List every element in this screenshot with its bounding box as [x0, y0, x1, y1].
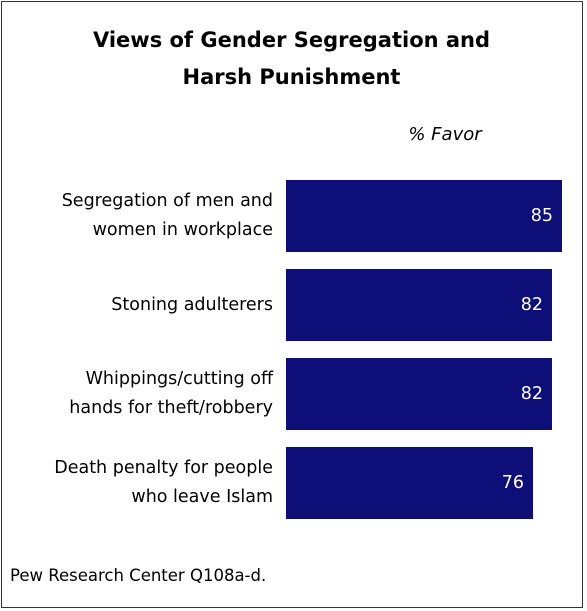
source-note: Pew Research Center Q108a-d. — [10, 566, 267, 585]
bar-value-label: 82 — [520, 295, 543, 315]
bar-value-label: 76 — [501, 473, 524, 493]
bar-category-label: Whippings/cutting off hands for theft/rob… — [10, 365, 273, 423]
bar-category-label-line: Stoning adulterers — [111, 295, 273, 315]
bar-category-label: Death penalty for people who leave Islam — [10, 454, 273, 512]
bar-category-label-line: who leave Islam — [131, 487, 273, 507]
bar-category-label-line: hands for theft/robbery — [69, 398, 273, 418]
bar-value-label: 82 — [520, 384, 543, 404]
bar-category-label-line: Segregation of men and — [61, 191, 273, 211]
bar-category-label: Stoning adulterers — [10, 291, 273, 320]
bar-category-label-line: women in workplace — [92, 220, 273, 240]
bar — [286, 447, 533, 519]
bar — [286, 358, 552, 430]
bar-category-label: Segregation of men and women in workplace — [10, 187, 273, 245]
chart-subtitle: % Favor — [408, 124, 482, 145]
chart-title-line-1: Views of Gender Segregation and — [92, 28, 491, 52]
bar-category-label-line: Whippings/cutting off — [85, 369, 273, 389]
bar — [286, 180, 562, 252]
chart-title-line-2: Harsh Punishment — [182, 65, 401, 89]
bar-value-label: 85 — [530, 206, 553, 226]
chart-title: Views of Gender Segregation and Harsh Pu… — [0, 22, 583, 96]
bar-category-label-line: Death penalty for people — [54, 458, 273, 478]
bar — [286, 269, 552, 341]
